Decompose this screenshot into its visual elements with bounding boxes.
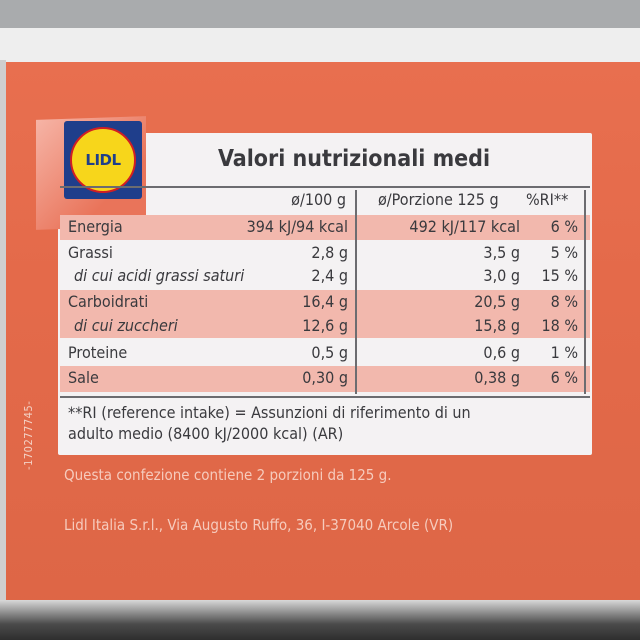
band-carboidrati: [60, 290, 590, 338]
value-per-100g: 2,8 g: [311, 243, 348, 262]
ri-footnote-line-2: adulto medio (8400 kJ/2000 kcal) (AR): [68, 424, 344, 443]
value-per-portion: 3,5 g: [483, 243, 520, 262]
nutrient-label: Proteine: [68, 343, 128, 362]
package-bottom: [0, 600, 640, 640]
package-left-edge: [0, 60, 6, 600]
footnote-divider: [60, 396, 590, 398]
band-energia: [60, 215, 590, 240]
value-per-100g: 12,6 g: [302, 316, 348, 335]
value-ri: 8 %: [550, 292, 578, 311]
header-per-portion: ø/Porzione 125 g: [378, 190, 499, 209]
header-per-100g: ø/100 g: [291, 190, 346, 209]
logo-text: LIDL: [85, 151, 121, 169]
value-per-100g: 0,30 g: [302, 368, 348, 387]
value-per-portion: 0,6 g: [483, 343, 520, 362]
value-per-100g: 16,4 g: [302, 292, 348, 311]
value-per-100g: 394 kJ/94 kcal: [246, 217, 348, 236]
band-sale: [60, 366, 590, 392]
nutrient-label: di cui zuccheri: [74, 316, 178, 335]
value-per-portion: 20,5 g: [474, 292, 520, 311]
value-ri: 15 %: [541, 266, 578, 285]
ri-footnote-line-1: **RI (reference intake) = Assunzioni di …: [68, 403, 471, 422]
header-ri: %RI**: [526, 190, 569, 209]
value-per-portion: 492 kJ/117 kcal: [409, 217, 520, 236]
portions-note: Questa confezione contiene 2 porzioni da…: [64, 466, 392, 484]
nutrient-label: di cui acidi grassi saturi: [74, 266, 245, 285]
value-per-portion: 15,8 g: [474, 316, 520, 335]
value-per-100g: 2,4 g: [311, 266, 348, 285]
package-white-strip: [0, 28, 640, 68]
panel-title: Valori nutrizionali medi: [218, 146, 491, 172]
value-ri: 5 %: [550, 243, 578, 262]
ri-footnote: **RI (reference intake) = Assunzioni di …: [68, 402, 568, 444]
column-separator-2: [584, 190, 586, 394]
nutrient-label: Grassi: [68, 243, 113, 262]
value-ri: 6 %: [550, 217, 578, 236]
value-per-100g: 0,5 g: [311, 343, 348, 362]
column-separator-1: [355, 190, 357, 394]
nutrient-label: Sale: [68, 368, 99, 387]
value-ri: 18 %: [541, 316, 578, 335]
company-address: Lidl Italia S.r.l., Via Augusto Ruffo, 3…: [64, 516, 454, 534]
value-ri: 6 %: [550, 368, 578, 387]
package-code: -170277745-: [22, 400, 35, 470]
nutrient-label: Carboidrati: [68, 292, 149, 311]
title-divider: [60, 186, 590, 188]
nutrient-label: Energia: [68, 217, 123, 236]
value-per-portion: 0,38 g: [474, 368, 520, 387]
value-per-portion: 3,0 g: [483, 266, 520, 285]
value-ri: 1 %: [550, 343, 578, 362]
logo-disc: LIDL: [70, 127, 136, 193]
